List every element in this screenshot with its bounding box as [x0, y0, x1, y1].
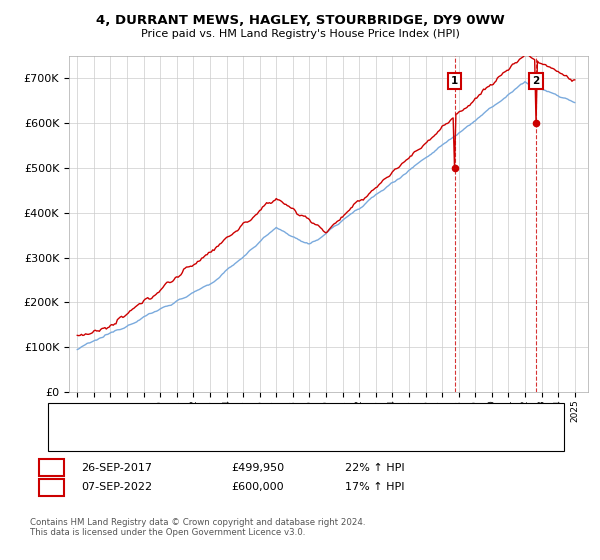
Text: Contains HM Land Registry data © Crown copyright and database right 2024.
This d: Contains HM Land Registry data © Crown c…: [30, 518, 365, 538]
Text: 2: 2: [48, 482, 55, 492]
Text: 1: 1: [451, 76, 458, 86]
Text: 4, DURRANT MEWS, HAGLEY, STOURBRIDGE, DY9 0WW: 4, DURRANT MEWS, HAGLEY, STOURBRIDGE, DY…: [95, 14, 505, 27]
Text: 07-SEP-2022: 07-SEP-2022: [81, 482, 152, 492]
Point: [450, 164, 460, 172]
Text: 4, DURRANT MEWS, HAGLEY, STOURBRIDGE, DY9 0WW (detached house): 4, DURRANT MEWS, HAGLEY, STOURBRIDGE, DY…: [96, 412, 455, 422]
Text: 1: 1: [48, 463, 55, 473]
Text: 2: 2: [532, 76, 540, 86]
Point: [532, 119, 541, 128]
Text: £600,000: £600,000: [231, 482, 284, 492]
Text: £499,950: £499,950: [231, 463, 284, 473]
Text: 26-SEP-2017: 26-SEP-2017: [81, 463, 152, 473]
Text: HPI: Average price, detached house, Bromsgrove: HPI: Average price, detached house, Brom…: [96, 432, 335, 442]
Text: 22% ↑ HPI: 22% ↑ HPI: [345, 463, 404, 473]
Text: Price paid vs. HM Land Registry's House Price Index (HPI): Price paid vs. HM Land Registry's House …: [140, 29, 460, 39]
Text: 17% ↑ HPI: 17% ↑ HPI: [345, 482, 404, 492]
